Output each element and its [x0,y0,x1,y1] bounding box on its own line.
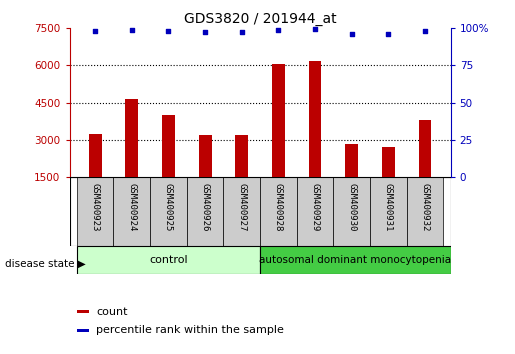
Text: percentile rank within the sample: percentile rank within the sample [96,325,284,335]
Bar [260,246,451,274]
Bar [297,177,333,246]
Text: GSM400927: GSM400927 [237,183,246,231]
Text: GSM400932: GSM400932 [420,183,430,231]
Point [311,26,319,32]
Bar [89,134,101,177]
Point [384,32,392,37]
Bar [187,177,224,246]
Bar [162,115,175,177]
Text: count: count [96,307,128,317]
Bar [126,99,138,177]
Text: GSM400928: GSM400928 [274,183,283,231]
Text: GSM400931: GSM400931 [384,183,393,231]
Point [128,27,136,33]
Bar [113,177,150,246]
Point [164,28,173,34]
Point [274,27,283,33]
Text: GSM400929: GSM400929 [311,183,319,231]
Text: GSM400923: GSM400923 [91,183,100,231]
Point [91,28,99,34]
Point [421,28,429,34]
Bar [333,177,370,246]
Bar [77,329,89,332]
Point [348,32,356,37]
Bar [419,120,432,177]
Point [201,29,209,35]
Bar [224,177,260,246]
Bar [260,177,297,246]
Bar [407,177,443,246]
Bar [77,177,113,246]
Text: GSM400926: GSM400926 [201,183,210,231]
Title: GDS3820 / 201944_at: GDS3820 / 201944_at [184,12,336,26]
Bar [235,135,248,177]
Bar [199,135,212,177]
Text: GSM400930: GSM400930 [347,183,356,231]
Text: GSM400924: GSM400924 [127,183,136,231]
Text: GSM400925: GSM400925 [164,183,173,231]
Text: disease state ▶: disease state ▶ [5,259,86,269]
Point [237,29,246,35]
Bar [345,144,358,177]
Bar [150,177,187,246]
Bar [272,64,285,177]
Bar [370,177,407,246]
Bar [77,246,260,274]
Bar [77,310,89,313]
Text: control: control [149,255,188,265]
Bar [382,147,394,177]
Bar [308,61,321,177]
Text: autosomal dominant monocytopenia: autosomal dominant monocytopenia [259,255,452,265]
